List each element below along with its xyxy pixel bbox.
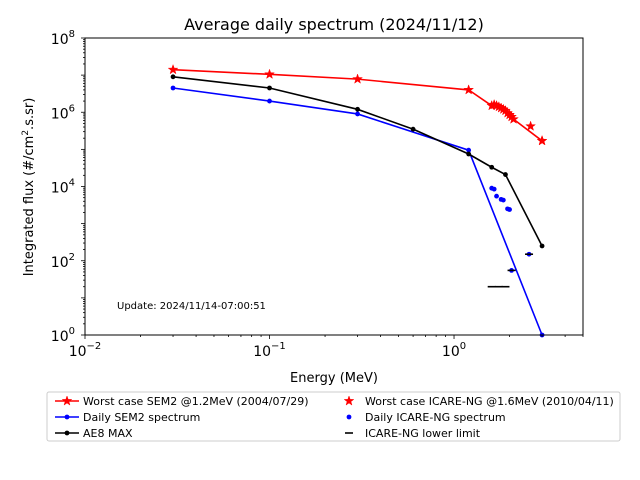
star-marker (61, 395, 73, 406)
dot-marker (355, 111, 360, 117)
y-tick-label: 102 (51, 252, 75, 271)
dot-marker (466, 151, 472, 157)
series-line (172, 76, 543, 247)
x-tick-label: 100 (442, 341, 466, 360)
dot-marker (500, 197, 506, 203)
legend-item: AE8 MAX (55, 427, 133, 440)
legend-label: Worst case ICARE-NG @1.6MeV (2010/04/11) (365, 395, 614, 408)
series-worst-case-sem2-1-2mev-2004-07-29 (167, 63, 548, 146)
dot-marker (539, 243, 545, 249)
star-marker (264, 68, 275, 79)
legend-box (46, 391, 621, 442)
legend-label: ICARE-NG lower limit (365, 427, 481, 440)
y-axis: 100 102 104 106 108 (51, 29, 85, 345)
dot-marker (355, 106, 360, 112)
legend-label: Daily ICARE-NG spectrum (365, 411, 506, 424)
legend-item: Worst case SEM2 @1.2MeV (2004/07/29) (55, 395, 308, 408)
plot-frame (84, 37, 584, 336)
legend-item: Worst case ICARE-NG @1.6MeV (2010/04/11) (343, 395, 614, 408)
star-marker (343, 395, 355, 406)
series-line (172, 87, 543, 336)
legend-item: Daily ICARE-NG spectrum (346, 411, 506, 424)
series-worst-case-icare-ng-1-6mev-2010-04-11 (525, 120, 548, 146)
y-tick-label: 106 (51, 103, 75, 122)
dot-marker (267, 85, 272, 91)
dot-marker (494, 193, 499, 199)
star-marker (352, 73, 364, 84)
dot-marker (64, 430, 70, 436)
dot-marker (64, 414, 70, 420)
y-axis-title: Integrated flux (#/cm2.s.sr) (21, 98, 37, 277)
star-marker (463, 84, 475, 95)
legend-label: AE8 MAX (83, 427, 133, 440)
dot-marker (507, 207, 512, 212)
series-ae8-max (170, 74, 545, 249)
legend-label: Worst case SEM2 @1.2MeV (2004/07/29) (83, 395, 308, 408)
dot-marker (170, 85, 176, 91)
legend-label: Daily SEM2 spectrum (83, 411, 200, 424)
series-icare-ng-lower-limit (487, 253, 534, 288)
series-daily-icare-ng-spectrum (489, 185, 532, 273)
y-tick-label: 100 (51, 326, 75, 345)
chart-title: Average daily spectrum (2024/11/12) (184, 15, 484, 34)
legend-item: ICARE-NG lower limit (345, 427, 481, 440)
dot-marker (503, 172, 508, 177)
star-marker (536, 135, 548, 146)
series-daily-sem2-spectrum (170, 85, 545, 338)
dot-marker (267, 98, 272, 104)
x-axis: 10−2 10−1 100 (69, 335, 584, 360)
dot-marker (466, 147, 472, 153)
y-tick-label: 108 (51, 29, 75, 48)
dot-marker (170, 74, 176, 80)
dot-marker (346, 414, 352, 420)
legend-item: Daily SEM2 spectrum (55, 411, 200, 424)
x-tick-label: 10−2 (69, 341, 102, 360)
star-marker (525, 120, 537, 131)
star-marker (167, 63, 179, 75)
plot-area (167, 63, 548, 338)
legend: Worst case SEM2 @1.2MeV (2004/07/29) Dail… (46, 391, 621, 442)
star-marker (508, 113, 519, 124)
update-annotation: Update: 2024/11/14-07:00:51 (117, 301, 266, 312)
dot-marker (491, 186, 497, 192)
y-tick-label: 104 (51, 178, 75, 197)
x-axis-title: Energy (MeV) (290, 371, 378, 386)
x-tick-label: 10−1 (253, 341, 286, 360)
dot-marker (410, 126, 416, 132)
dot-marker (489, 164, 495, 170)
